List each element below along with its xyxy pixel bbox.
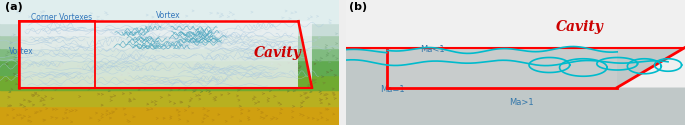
Text: Ma=1: Ma=1	[379, 86, 404, 94]
Text: Ma>1: Ma>1	[509, 98, 534, 107]
Bar	[0, 106, 339, 125]
Text: Cavity: Cavity	[254, 46, 302, 60]
Bar	[0, 35, 339, 48]
Bar	[18, 21, 95, 87]
Bar	[0, 0, 339, 22]
Bar	[346, 48, 685, 125]
Bar	[0, 75, 339, 90]
Text: Corner Vortexes: Corner Vortexes	[31, 12, 92, 22]
Text: (b): (b)	[349, 2, 367, 12]
Bar	[0, 22, 339, 35]
Text: Cavity: Cavity	[556, 20, 604, 34]
Bar	[0, 60, 339, 75]
Text: Vortex: Vortex	[8, 48, 33, 56]
Text: (a): (a)	[5, 2, 23, 12]
Polygon shape	[18, 21, 299, 87]
Text: Vortex: Vortex	[156, 11, 181, 20]
Polygon shape	[299, 21, 312, 87]
Text: Ma<1: Ma<1	[421, 46, 445, 54]
Bar	[0, 48, 339, 60]
Polygon shape	[386, 48, 617, 88]
Polygon shape	[617, 48, 685, 88]
Bar	[346, 0, 685, 48]
Bar	[0, 90, 339, 106]
